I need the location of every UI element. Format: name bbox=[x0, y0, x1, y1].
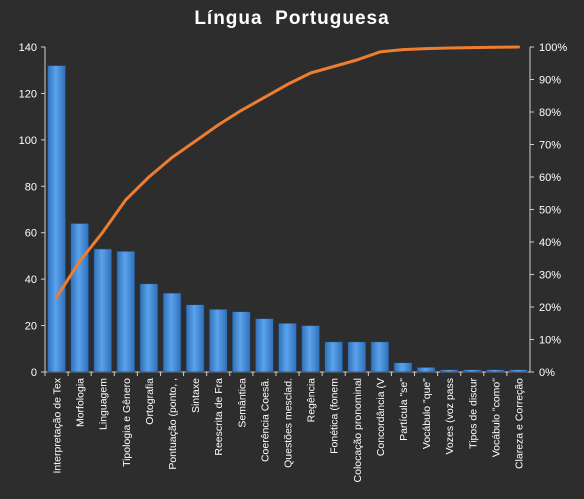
bar bbox=[416, 367, 436, 373]
bar bbox=[116, 250, 136, 373]
bar bbox=[301, 325, 320, 373]
cumulative-point bbox=[286, 82, 289, 86]
right-tick-label: 80% bbox=[539, 107, 561, 119]
chart-title: Língua Portuguesa bbox=[194, 8, 390, 29]
category-label: Semântica bbox=[236, 378, 248, 428]
right-tick-label: 20% bbox=[539, 302, 561, 314]
category-label: Clareza e Correção bbox=[513, 378, 525, 469]
right-tick-label: 30% bbox=[539, 270, 561, 282]
category-label: Vozes (voz pass bbox=[444, 378, 456, 454]
cumulative-point bbox=[101, 230, 105, 234]
right-tick-label: 70% bbox=[539, 140, 561, 152]
category-label: Tipologia e Gênero bbox=[121, 378, 133, 467]
bar bbox=[162, 292, 182, 373]
category-label: Sintaxe bbox=[190, 378, 202, 413]
category-label: Pontuação (ponto, , bbox=[167, 378, 179, 470]
bar bbox=[486, 369, 505, 373]
bar bbox=[208, 309, 228, 373]
cumulative-point bbox=[447, 46, 451, 50]
bar bbox=[347, 341, 367, 373]
right-tick-label: 0% bbox=[539, 367, 555, 379]
category-label: Vocábulo "que" bbox=[421, 378, 433, 449]
cumulative-point bbox=[517, 45, 520, 49]
cumulative-point bbox=[216, 123, 220, 127]
cumulative-point bbox=[401, 48, 405, 51]
bar bbox=[47, 65, 66, 373]
category-label: Fonética (fonem bbox=[329, 378, 341, 454]
cumulative-point bbox=[55, 295, 58, 299]
right-tick-label: 10% bbox=[539, 335, 561, 347]
category-label: Colocação pronominal bbox=[352, 378, 364, 482]
bar bbox=[393, 362, 413, 373]
bar bbox=[93, 248, 113, 373]
cumulative-point bbox=[170, 156, 174, 159]
left-tick-label: 40 bbox=[25, 274, 37, 286]
category-label: Morfologia bbox=[75, 378, 87, 427]
bar bbox=[462, 369, 482, 373]
bar bbox=[255, 318, 274, 373]
bar bbox=[370, 341, 390, 373]
category-label: Vocábulo "como" bbox=[490, 378, 502, 458]
right-tick-label: 90% bbox=[539, 75, 561, 87]
bar bbox=[324, 341, 343, 373]
cumulative-point bbox=[355, 58, 359, 62]
cumulative-point bbox=[493, 45, 497, 49]
category-label: Questões mesclad. bbox=[283, 378, 295, 468]
category-label: Partícula "se" bbox=[398, 378, 410, 441]
category-label: Concordância (V bbox=[375, 378, 387, 456]
left-tick-label: 140 bbox=[19, 42, 37, 54]
cumulative-point bbox=[470, 46, 474, 50]
category-label: Coerência Coesã. bbox=[259, 378, 271, 462]
category-label: Reescrita de Fra bbox=[213, 378, 225, 456]
bar bbox=[185, 304, 205, 373]
left-tick-label: 0 bbox=[31, 367, 37, 379]
right-tick-label: 60% bbox=[539, 172, 561, 184]
bar bbox=[278, 322, 297, 373]
cumulative-point bbox=[239, 108, 243, 112]
left-tick-label: 60 bbox=[25, 228, 37, 240]
cumulative-point bbox=[424, 47, 428, 51]
right-tick-label: 50% bbox=[539, 205, 561, 217]
left-tick-label: 20 bbox=[25, 321, 37, 333]
cumulative-point bbox=[309, 71, 312, 75]
category-label: Linguagem bbox=[98, 378, 110, 430]
cumulative-point bbox=[378, 50, 382, 54]
bar bbox=[232, 311, 251, 373]
category-label: Ortografia bbox=[144, 378, 156, 425]
left-tick-label: 120 bbox=[19, 88, 37, 100]
category-label: Interpretação de Tex bbox=[52, 377, 64, 473]
cumulative-point bbox=[124, 198, 128, 202]
category-label: Regência bbox=[306, 378, 318, 423]
bar bbox=[139, 283, 159, 373]
cumulative-point bbox=[193, 139, 197, 143]
left-tick-label: 80 bbox=[25, 181, 37, 193]
bar bbox=[70, 223, 89, 373]
cumulative-point bbox=[263, 95, 266, 99]
left-tick-label: 100 bbox=[19, 135, 37, 147]
cumulative-point bbox=[147, 175, 151, 179]
bar bbox=[439, 369, 459, 373]
right-tick-label: 100% bbox=[539, 42, 567, 54]
cumulative-point bbox=[332, 65, 336, 68]
cumulative-point bbox=[78, 260, 82, 263]
bar bbox=[509, 369, 528, 373]
right-tick-label: 40% bbox=[539, 237, 561, 249]
category-label: Tipos de discur bbox=[467, 378, 479, 449]
